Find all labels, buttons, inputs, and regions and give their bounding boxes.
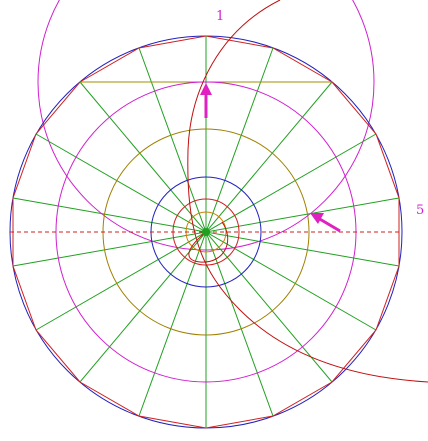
spiral-core	[188, 221, 229, 263]
arrow-head	[200, 83, 212, 95]
arrow	[317, 216, 341, 233]
label: 1	[216, 9, 224, 24]
spiral	[187, 0, 428, 383]
center	[202, 228, 210, 236]
label: 5	[416, 203, 424, 218]
arrows	[200, 83, 341, 233]
arrow-head	[310, 213, 324, 224]
